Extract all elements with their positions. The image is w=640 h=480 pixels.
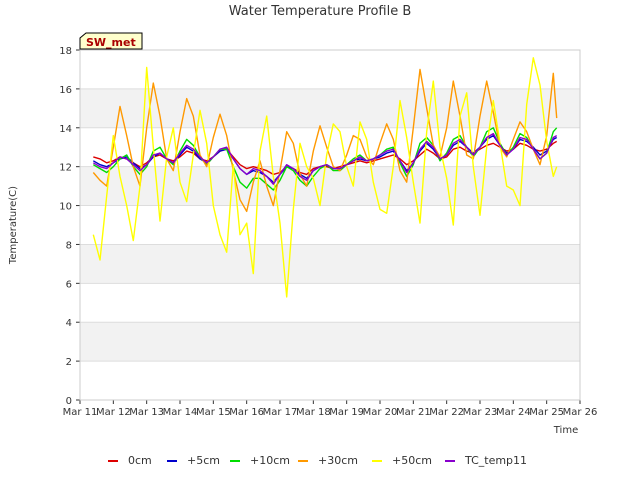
- series-line-tc-temp11: [92, 132, 558, 185]
- grid-band: [80, 205, 580, 245]
- y-tick-label: 2: [66, 357, 72, 368]
- x-tick-label: Mar 25: [529, 407, 564, 418]
- y-tick-label: 0: [66, 396, 72, 407]
- x-tick-label: Mar 18: [296, 407, 331, 418]
- y-axis-label: Temperature(C): [8, 186, 19, 265]
- plot-frame: [79, 49, 581, 401]
- y-tick-label: 16: [59, 85, 72, 96]
- legend-label: TC_temp11: [464, 454, 527, 467]
- x-tick-label: Mar 21: [396, 407, 431, 418]
- x-tick-label: Mar 13: [129, 407, 164, 418]
- station-badge: SW_met: [79, 32, 143, 50]
- x-axis-label: Time: [553, 425, 578, 436]
- y-tick-label: 4: [66, 318, 72, 329]
- y-tick-label: 18: [59, 46, 72, 57]
- x-tick-label: Mar 24: [496, 407, 531, 418]
- x-tick-label: Mar 19: [329, 407, 364, 418]
- legend-label: +5cm: [187, 454, 220, 467]
- series-line--50cm: [92, 57, 558, 298]
- station-badge-label: SW_met: [86, 36, 136, 49]
- legend-label: +30cm: [318, 454, 358, 467]
- x-tick-label: Mar 23: [463, 407, 498, 418]
- grid-band: [80, 50, 580, 89]
- legend-label: +50cm: [392, 454, 432, 467]
- x-tick-label: Mar 11: [63, 407, 98, 418]
- y-tick-label: 14: [59, 124, 72, 135]
- legend-label: 0cm: [128, 454, 152, 467]
- grid-bands: [80, 49, 580, 401]
- x-tick-label: Mar 12: [96, 407, 131, 418]
- grid-band: [80, 361, 580, 400]
- grid-band: [80, 244, 580, 284]
- x-tick-label: Mar 20: [363, 407, 398, 418]
- x-tick-label: Mar 22: [429, 407, 464, 418]
- series-line-0cm: [93, 140, 558, 176]
- grid-band: [80, 322, 580, 362]
- y-axis-ticks: 0 2 4 6 8 10 12 14 16 18: [59, 46, 80, 407]
- x-tick-label: Mar 15: [196, 407, 231, 418]
- legend-label: +10cm: [250, 454, 290, 467]
- x-tick-label: Mar 14: [163, 407, 198, 418]
- y-tick-label: 10: [59, 202, 72, 213]
- x-tick-label: Mar 26: [563, 407, 598, 418]
- y-tick-label: 8: [66, 240, 72, 251]
- x-tick-label: Mar 16: [229, 407, 264, 418]
- legend: 0cm +5cm +10cm +30cm +50cm TC_temp11: [108, 454, 527, 467]
- y-tick-label: 6: [66, 279, 72, 290]
- y-tick-label: 12: [59, 163, 72, 174]
- x-tick-label: Mar 17: [263, 407, 298, 418]
- grid-band: [80, 283, 580, 323]
- series-lines: [92, 57, 558, 298]
- chart-title: Water Temperature Profile B: [229, 4, 412, 19]
- series-line--30cm: [92, 68, 558, 213]
